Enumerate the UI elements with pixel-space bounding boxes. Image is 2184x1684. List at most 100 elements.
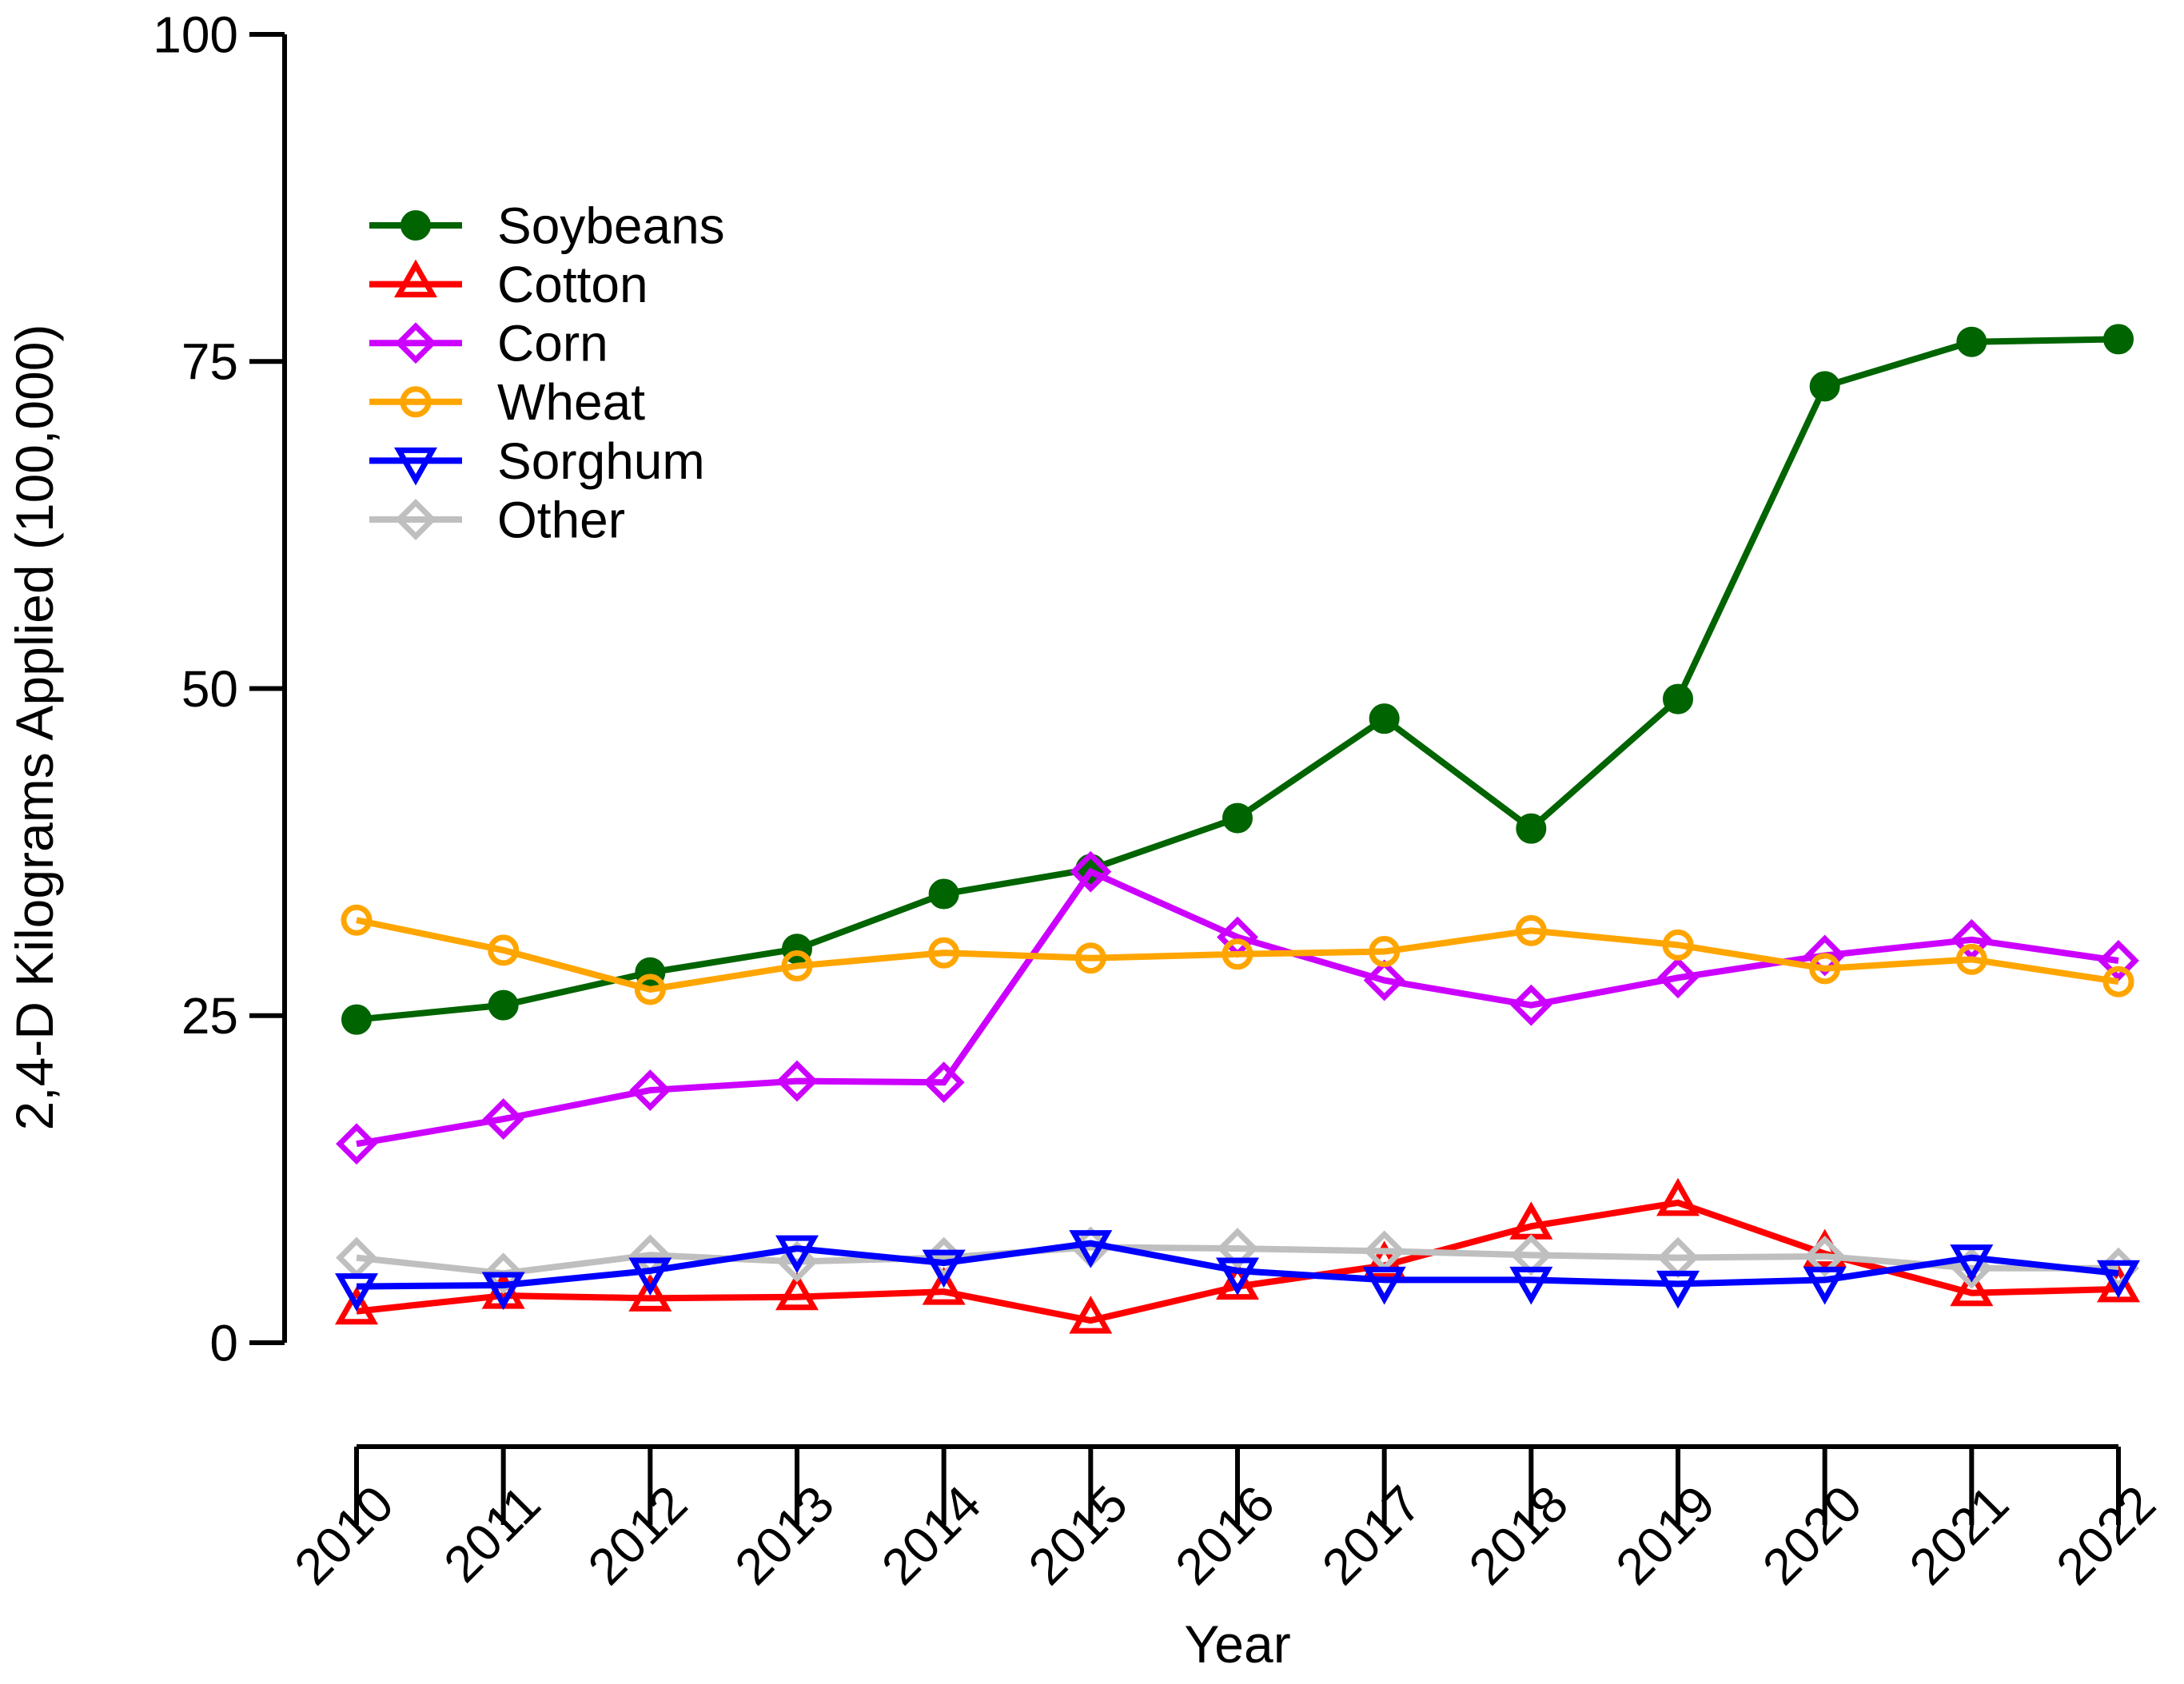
x-tick-label: 2015 [1018, 1475, 1139, 1596]
data-point-marker [1803, 1266, 1847, 1305]
y-axis-title: 2,4-D Kilograms Applied (100,000) [5, 324, 64, 1131]
legend-item-sorghum: Sorghum [369, 432, 705, 490]
data-point-marker [628, 1273, 672, 1312]
data-point-marker [1070, 850, 1112, 893]
data-point-marker [2096, 1264, 2141, 1303]
series-line [356, 867, 2119, 1148]
data-point-marker [482, 1252, 524, 1295]
legend-item-corn: Corn [369, 315, 608, 372]
data-point-marker [1363, 959, 1405, 1001]
data-point-marker [922, 1267, 966, 1305]
data-point-marker [1656, 1270, 1700, 1309]
data-point-marker [775, 1235, 819, 1274]
data-point-marker [2103, 324, 2134, 355]
x-tick-label: 2022 [2045, 1475, 2166, 1596]
data-point-marker [1663, 683, 1694, 715]
data-point-marker [1362, 1266, 1406, 1305]
series-sorghum [334, 1230, 2141, 1312]
x-tick-label: 2014 [871, 1475, 992, 1596]
data-point-marker [401, 210, 431, 241]
data-point-marker [776, 1240, 818, 1283]
data-point-marker [334, 1273, 379, 1312]
data-point-marker [488, 989, 519, 1021]
x-tick-label: 2013 [723, 1475, 845, 1596]
data-point-marker [923, 1061, 965, 1104]
series-line [356, 1244, 2119, 1277]
y-tick-label: 0 [209, 1314, 238, 1371]
data-point-marker [1215, 1261, 1260, 1300]
data-point-marker [334, 1286, 379, 1325]
data-point-marker [393, 447, 438, 486]
data-point-marker [928, 878, 959, 910]
x-tick-label: 2016 [1164, 1475, 1285, 1596]
legend-label: Sorghum [497, 432, 705, 490]
data-point-marker [400, 386, 432, 418]
data-point-marker [1510, 984, 1552, 1026]
series-wheat [341, 904, 2134, 1005]
y-tick-label: 25 [181, 987, 238, 1045]
data-point-marker [1950, 1268, 1994, 1307]
series-line [356, 1240, 2119, 1290]
data-point-marker [1217, 1228, 1258, 1270]
data-point-marker [481, 1272, 525, 1311]
series-line [356, 917, 2119, 993]
data-point-marker [1950, 1244, 1994, 1283]
legend-item-wheat: Wheat [369, 373, 645, 431]
data-point-marker [1069, 1296, 1113, 1334]
legend-item-other: Other [369, 491, 625, 548]
legend-label: Other [497, 491, 625, 548]
legend-label: Wheat [497, 373, 645, 431]
series-layer [334, 324, 2141, 1334]
data-point-marker [629, 1069, 672, 1112]
data-point-marker [1803, 1236, 1846, 1277]
legend-item-soybeans: Soybeans [369, 197, 725, 254]
data-point-marker [1656, 1177, 1700, 1216]
data-point-marker [781, 950, 813, 982]
data-point-marker [1516, 813, 1547, 844]
x-tick-label: 2020 [1752, 1475, 1873, 1596]
data-point-marker [1515, 914, 1547, 946]
data-point-marker [2096, 1260, 2141, 1299]
y-tick-label: 100 [153, 6, 238, 63]
x-tick-label: 2017 [1311, 1475, 1433, 1596]
data-point-marker [1809, 371, 1840, 402]
legend-label: Cotton [497, 256, 648, 313]
x-tick-label: 2021 [1899, 1475, 2020, 1596]
data-point-marker [1509, 1266, 1553, 1305]
data-point-marker [395, 499, 436, 540]
data-point-marker [1956, 326, 1987, 357]
data-point-marker [1369, 936, 1401, 968]
x-tick-label: 2010 [283, 1475, 405, 1596]
x-tick-label: 2018 [1458, 1475, 1580, 1596]
data-point-marker [482, 1098, 524, 1141]
x-tick-label: 2011 [432, 1475, 551, 1593]
data-point-marker [1369, 703, 1400, 735]
data-point-marker [628, 1257, 672, 1296]
data-point-marker [2102, 965, 2134, 997]
x-tick-label: 2012 [577, 1475, 699, 1596]
series-corn [336, 850, 2139, 1165]
data-point-marker [634, 973, 666, 1005]
data-point-marker [922, 1249, 966, 1288]
data-point-marker [488, 934, 520, 966]
x-axis-title: Year [1184, 1614, 1290, 1674]
data-point-marker [341, 904, 373, 936]
data-point-marker [775, 1272, 819, 1311]
data-point-marker [341, 1004, 372, 1035]
y-tick-label: 50 [181, 660, 238, 718]
data-point-marker [1074, 942, 1106, 974]
data-point-marker [393, 259, 438, 298]
data-point-marker [1215, 1257, 1260, 1296]
data-point-marker [1222, 802, 1253, 834]
data-point-marker [1222, 938, 1253, 970]
legend-label: Corn [497, 315, 608, 372]
legend-label: Soybeans [497, 197, 725, 254]
data-point-marker [2098, 940, 2139, 981]
data-point-marker [336, 1123, 377, 1165]
data-point-marker [1662, 929, 1694, 961]
data-point-marker [1955, 943, 1987, 975]
